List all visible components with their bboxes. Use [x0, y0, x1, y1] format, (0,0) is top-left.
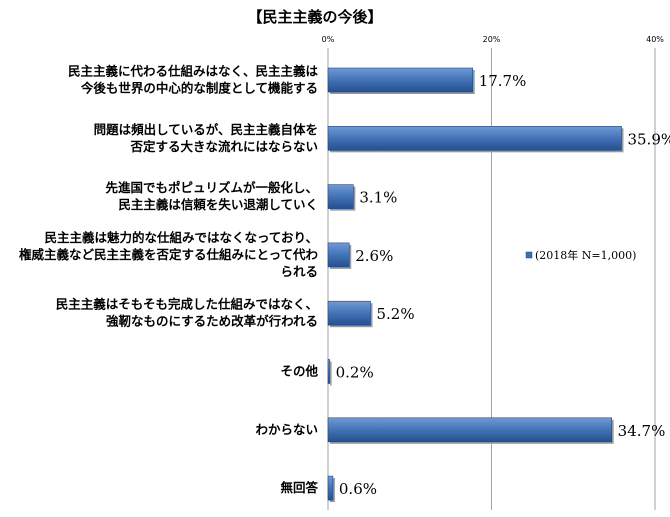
category-label: 民主主義に代わる仕組みはなく、民主主義は: [68, 64, 319, 79]
category-label: 民主主義はそもそも完成した仕組みではなく、: [56, 297, 318, 312]
legend: (2018年 N=1,000): [525, 248, 636, 262]
bar: [327, 184, 354, 209]
legend-swatch: [525, 251, 533, 259]
data-label: 2.6%: [355, 247, 393, 265]
category-label: 権威主義など民主主義を否定する仕組みにとって代わ: [19, 247, 318, 262]
bar: [327, 417, 612, 443]
bar-shadow: [330, 361, 332, 386]
category-label: 否定する大きな流れにはならない: [129, 139, 318, 154]
bars: [327, 67, 624, 503]
chart-title: 【民主主義の今後】: [247, 8, 382, 26]
x-tick-label: 40%: [646, 35, 664, 44]
category-label: 民主主義は信頼を失い退潮していく: [118, 197, 318, 212]
data-label: 17.7%: [479, 72, 527, 90]
x-tick-label: 20%: [483, 35, 501, 44]
x-tick-labels: 0% 20% 40%: [322, 35, 665, 44]
category-label: わからない: [255, 422, 318, 437]
data-labels: 17.7% 35.9% 3.1% 2.6% 5.2% 0.2% 34.7% 0.6%: [336, 72, 670, 498]
data-label: 5.2%: [377, 305, 415, 323]
bar: [327, 359, 330, 384]
data-label: 34.7%: [618, 422, 666, 440]
bar: [327, 242, 350, 268]
bar: [327, 67, 473, 93]
category-label: 強靭なものにするため改革が行われる: [106, 314, 318, 329]
bar: [327, 475, 334, 501]
category-labels: 民主主義に代わる仕組みはなく、民主主義は今後も世界の中心的な制度として機能する問…: [19, 64, 319, 496]
category-label: 無回答: [280, 480, 318, 495]
category-label: られる: [280, 264, 318, 279]
data-label: 35.9%: [627, 130, 670, 148]
bar: [327, 126, 622, 151]
category-label: 民主主義は魅力的な仕組みではなくなっており、: [44, 230, 318, 245]
category-label: 先進国でもポピュリズムが一般化し、: [105, 180, 318, 195]
category-label: その他: [280, 364, 318, 379]
bar: [327, 300, 371, 326]
data-label: 3.1%: [359, 189, 397, 207]
data-label: 0.6%: [339, 480, 377, 498]
legend-label: (2018年 N=1,000): [535, 248, 636, 262]
category-label: 問題は頻出しているが、民主主義自体を: [94, 122, 318, 137]
x-tick-label: 0%: [322, 35, 335, 44]
category-label: 今後も世界の中心的な制度として機能する: [80, 81, 318, 96]
data-label: 0.2%: [336, 364, 374, 382]
